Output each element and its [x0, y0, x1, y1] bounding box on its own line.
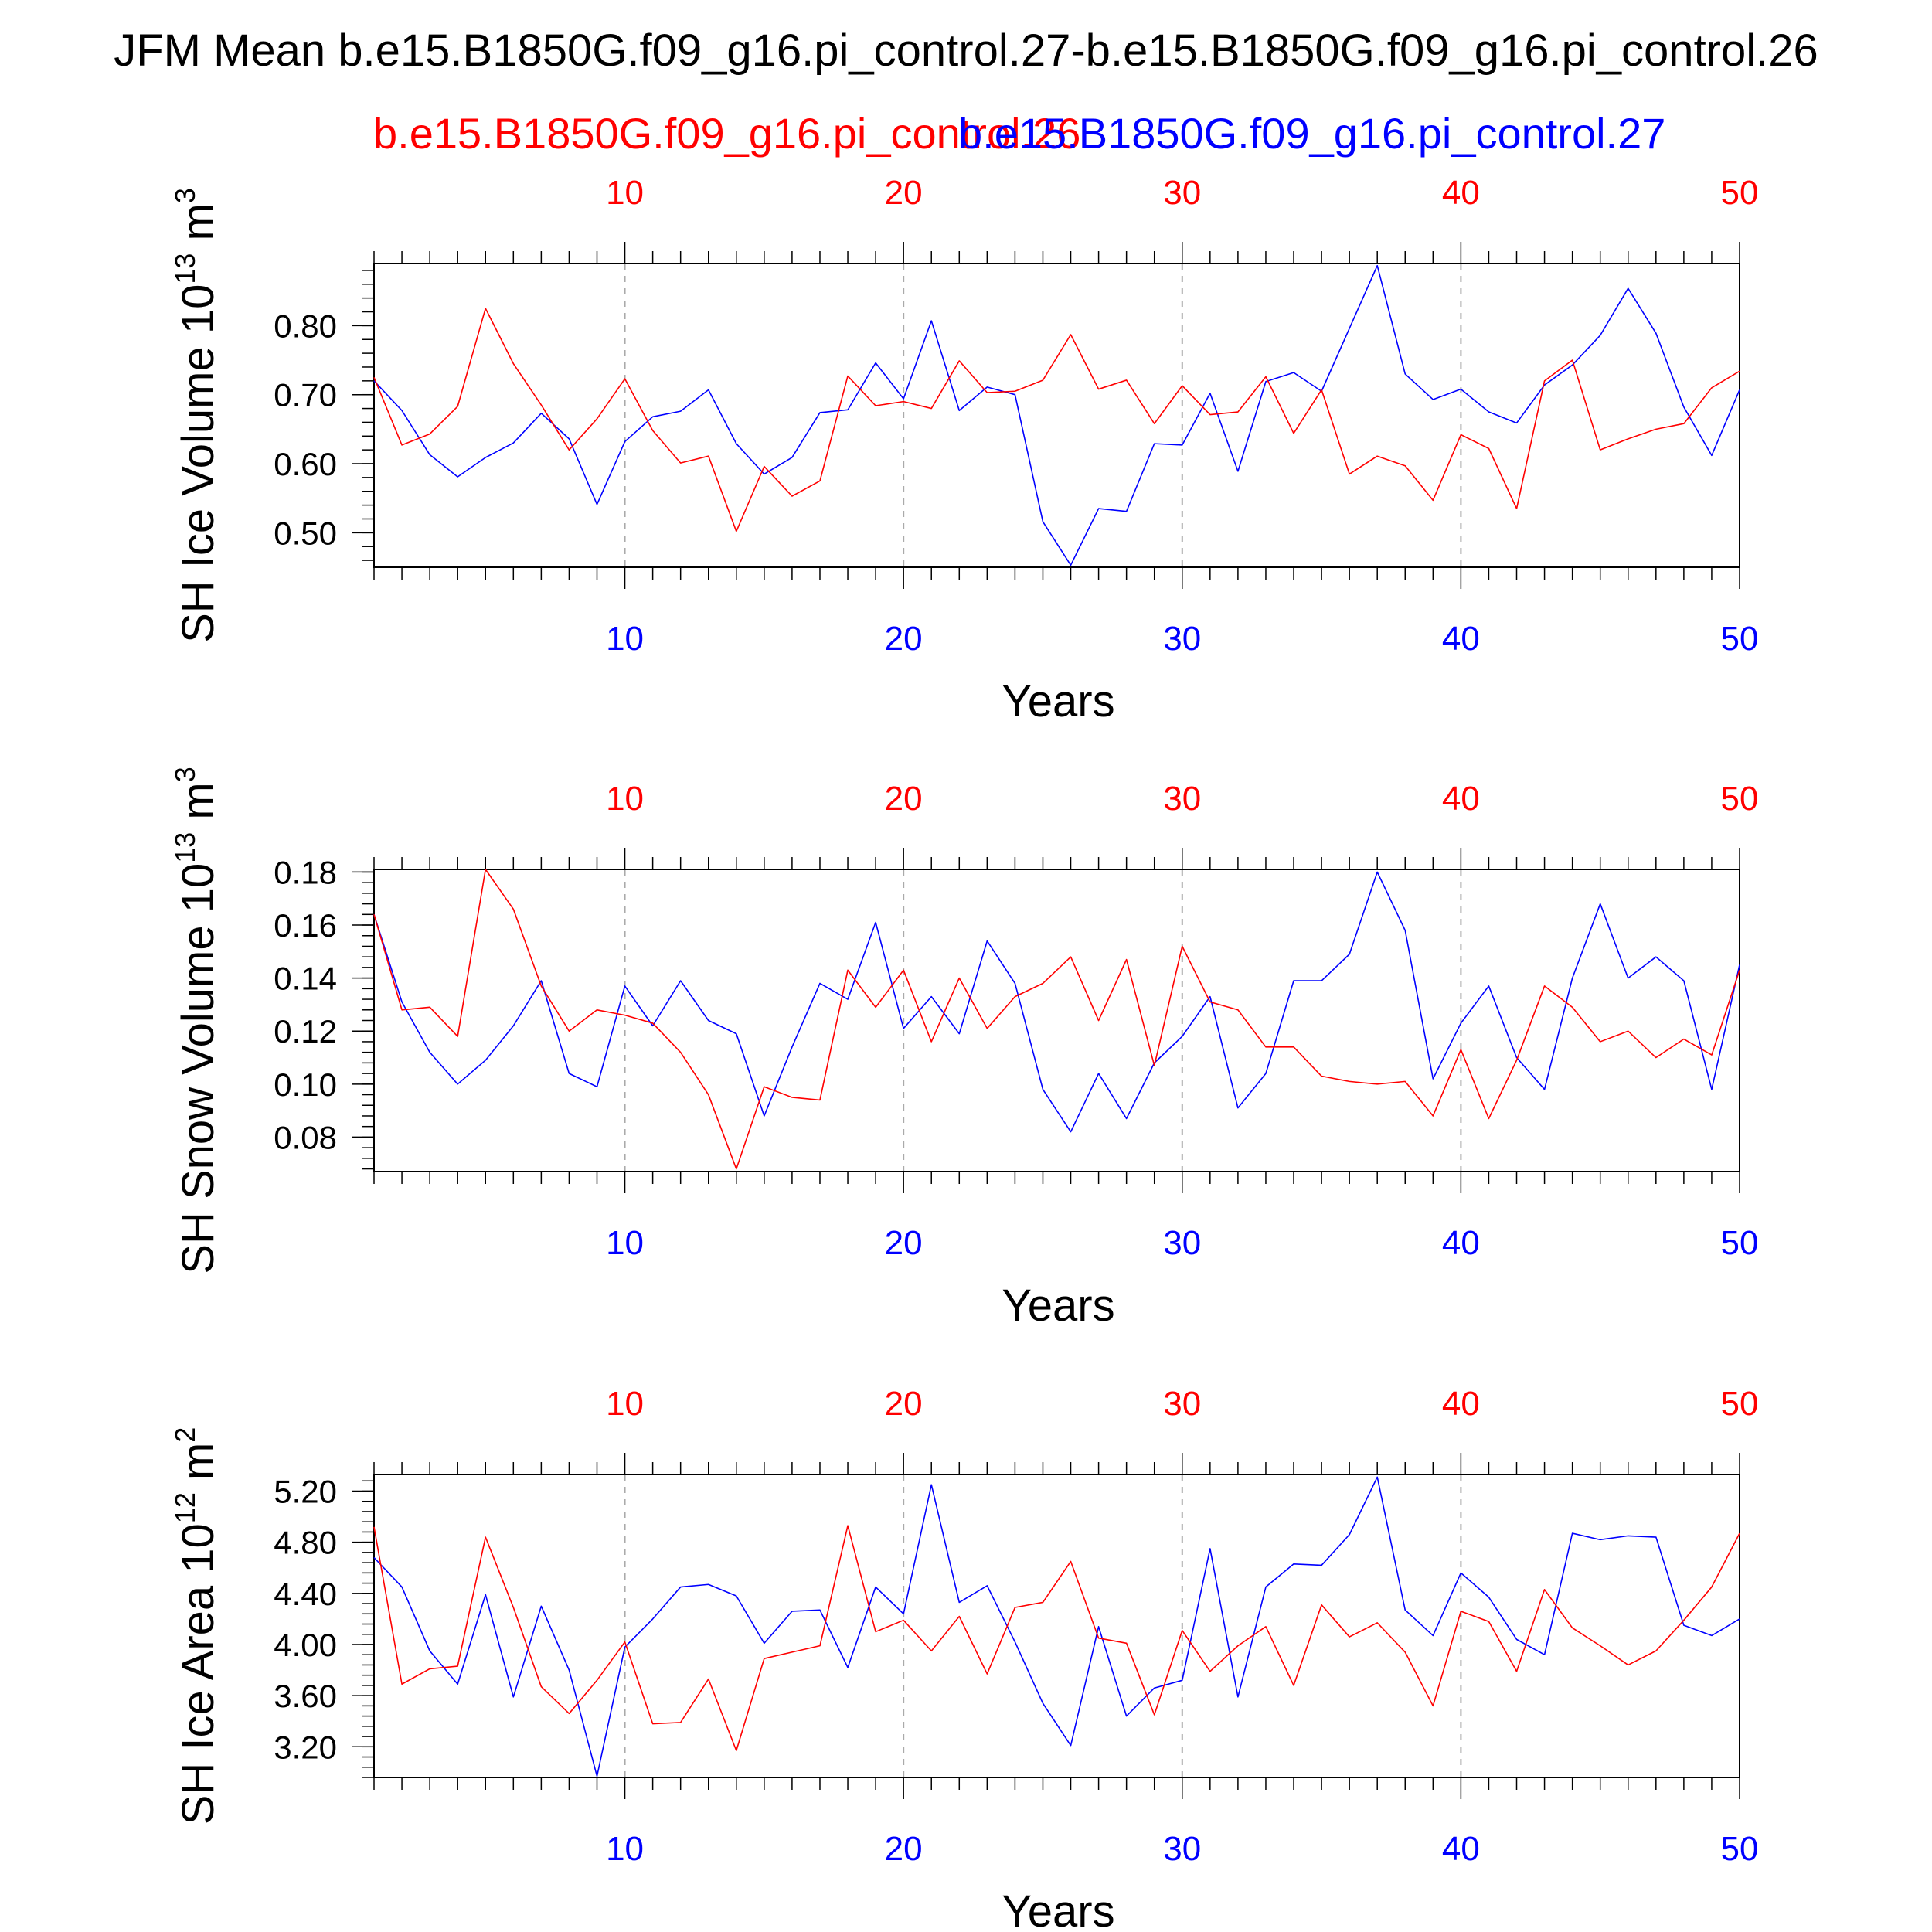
x-tick-label-bottom: 40 [1442, 1224, 1480, 1262]
x-tick-label-top: 20 [885, 174, 923, 212]
x-tick-label-bottom: 40 [1442, 620, 1480, 658]
y-axis-label: SH Snow Volume 1013 m3 [169, 767, 223, 1274]
x-tick-label-top: 40 [1442, 174, 1480, 212]
x-tick-label-bottom: 50 [1721, 620, 1759, 658]
x-tick-label-top: 30 [1163, 174, 1201, 212]
x-tick-label-bottom: 20 [885, 1830, 923, 1868]
y-tick-label: 0.16 [274, 907, 337, 944]
y-axis-label: SH Ice Area 1012 m2 [169, 1427, 223, 1825]
y-axis-label-part: SH Ice Volume 10 [173, 284, 223, 643]
x-tick-label-bottom: 30 [1163, 1830, 1201, 1868]
y-tick-label: 0.10 [274, 1066, 337, 1103]
x-axis-label: Years [1002, 1886, 1114, 1932]
y-axis-label-part: m [173, 1443, 223, 1492]
x-tick-label-bottom: 30 [1163, 1224, 1201, 1262]
y-axis-label-part: m [173, 782, 223, 832]
y-tick-label: 0.14 [274, 961, 337, 997]
y-axis-label-part: m [173, 203, 223, 253]
y-tick-label: 4.80 [274, 1525, 337, 1561]
series-line-blue [373, 264, 1740, 566]
panel-3: 3.20 3.60 4.00 4.40 4.80 5.20 10 10 20 20 30 30 40 40… [169, 1385, 1758, 1932]
x-tick-label-top: 20 [885, 1385, 923, 1423]
y-tick-label: 0.70 [274, 377, 337, 413]
x-tick-label-top: 40 [1442, 780, 1480, 818]
y-axis-label-exponent: 12 [169, 1492, 201, 1523]
x-tick-label-bottom: 50 [1721, 1830, 1759, 1868]
y-tick-label: 3.20 [274, 1729, 337, 1765]
x-tick-label-top: 20 [885, 780, 923, 818]
chart-title: JFM Mean b.e15.B1850G.f09_g16.pi_control… [114, 26, 1818, 76]
x-tick-label-bottom: 30 [1163, 620, 1201, 658]
y-tick-label: 0.80 [274, 308, 337, 344]
x-tick-label-top: 10 [606, 174, 644, 212]
y-axis-label-exponent: 3 [169, 767, 201, 782]
y-axis-label-part: SH Ice Area 10 [173, 1523, 223, 1825]
plot-frame [373, 869, 1740, 1172]
y-axis-label-exponent: 2 [169, 1427, 201, 1443]
x-tick-label-bottom: 10 [606, 620, 644, 658]
y-axis-label: SH Ice Volume 1013 m3 [169, 188, 223, 643]
series-line-blue [373, 1476, 1740, 1777]
x-tick-label-top: 30 [1163, 1385, 1201, 1423]
x-tick-label-top: 10 [606, 1385, 644, 1423]
y-tick-label: 3.60 [274, 1678, 337, 1714]
panel-1: 0.50 0.60 0.70 0.80 10 10 20 20 30 30 40 40 50 50 Year… [169, 174, 1758, 726]
x-tick-label-top: 40 [1442, 1385, 1480, 1423]
y-axis-label-part: SH Snow Volume 10 [173, 863, 223, 1274]
series-line-red [373, 869, 1740, 1170]
x-tick-label-bottom: 10 [606, 1224, 644, 1262]
x-tick-label-bottom: 20 [885, 1224, 923, 1262]
x-tick-label-top: 50 [1721, 780, 1759, 818]
legend-red-label: b.e15.B1850G.f09_g16.pi_control.26 [373, 109, 1080, 158]
x-axis-label: Years [1002, 676, 1114, 726]
legend-blue-label: b.e15.B1850G.f09_g16.pi_control.27 [958, 109, 1665, 158]
y-tick-label: 5.20 [274, 1474, 337, 1510]
plot-frame [373, 263, 1740, 568]
x-tick-label-top: 10 [606, 780, 644, 818]
y-axis-label-exponent: 13 [169, 253, 201, 284]
x-tick-label-bottom: 40 [1442, 1830, 1480, 1868]
x-tick-label-bottom: 50 [1721, 1224, 1759, 1262]
panel-2: 0.08 0.10 0.12 0.14 0.16 0.18 10 10 20 20 30 30 40 40… [169, 767, 1758, 1331]
y-tick-label: 0.60 [274, 446, 337, 482]
x-axis-label: Years [1002, 1281, 1114, 1331]
y-tick-label: 4.40 [274, 1576, 337, 1612]
x-tick-label-top: 30 [1163, 780, 1201, 818]
x-tick-label-top: 50 [1721, 1385, 1759, 1423]
y-tick-label: 0.08 [274, 1119, 337, 1155]
y-tick-label: 0.12 [274, 1013, 337, 1049]
plot-frame [373, 1474, 1740, 1778]
y-axis-label-exponent: 3 [169, 188, 201, 203]
y-tick-label: 4.00 [274, 1627, 337, 1663]
y-tick-label: 0.50 [274, 515, 337, 551]
y-tick-label: 0.18 [274, 854, 337, 890]
x-tick-label-top: 50 [1721, 174, 1759, 212]
x-tick-label-bottom: 10 [606, 1830, 644, 1868]
y-axis-label-exponent: 13 [169, 832, 201, 863]
series-line-red [373, 1525, 1740, 1752]
x-tick-label-bottom: 20 [885, 620, 923, 658]
series-line-blue [373, 871, 1740, 1133]
series-line-red [373, 308, 1740, 532]
